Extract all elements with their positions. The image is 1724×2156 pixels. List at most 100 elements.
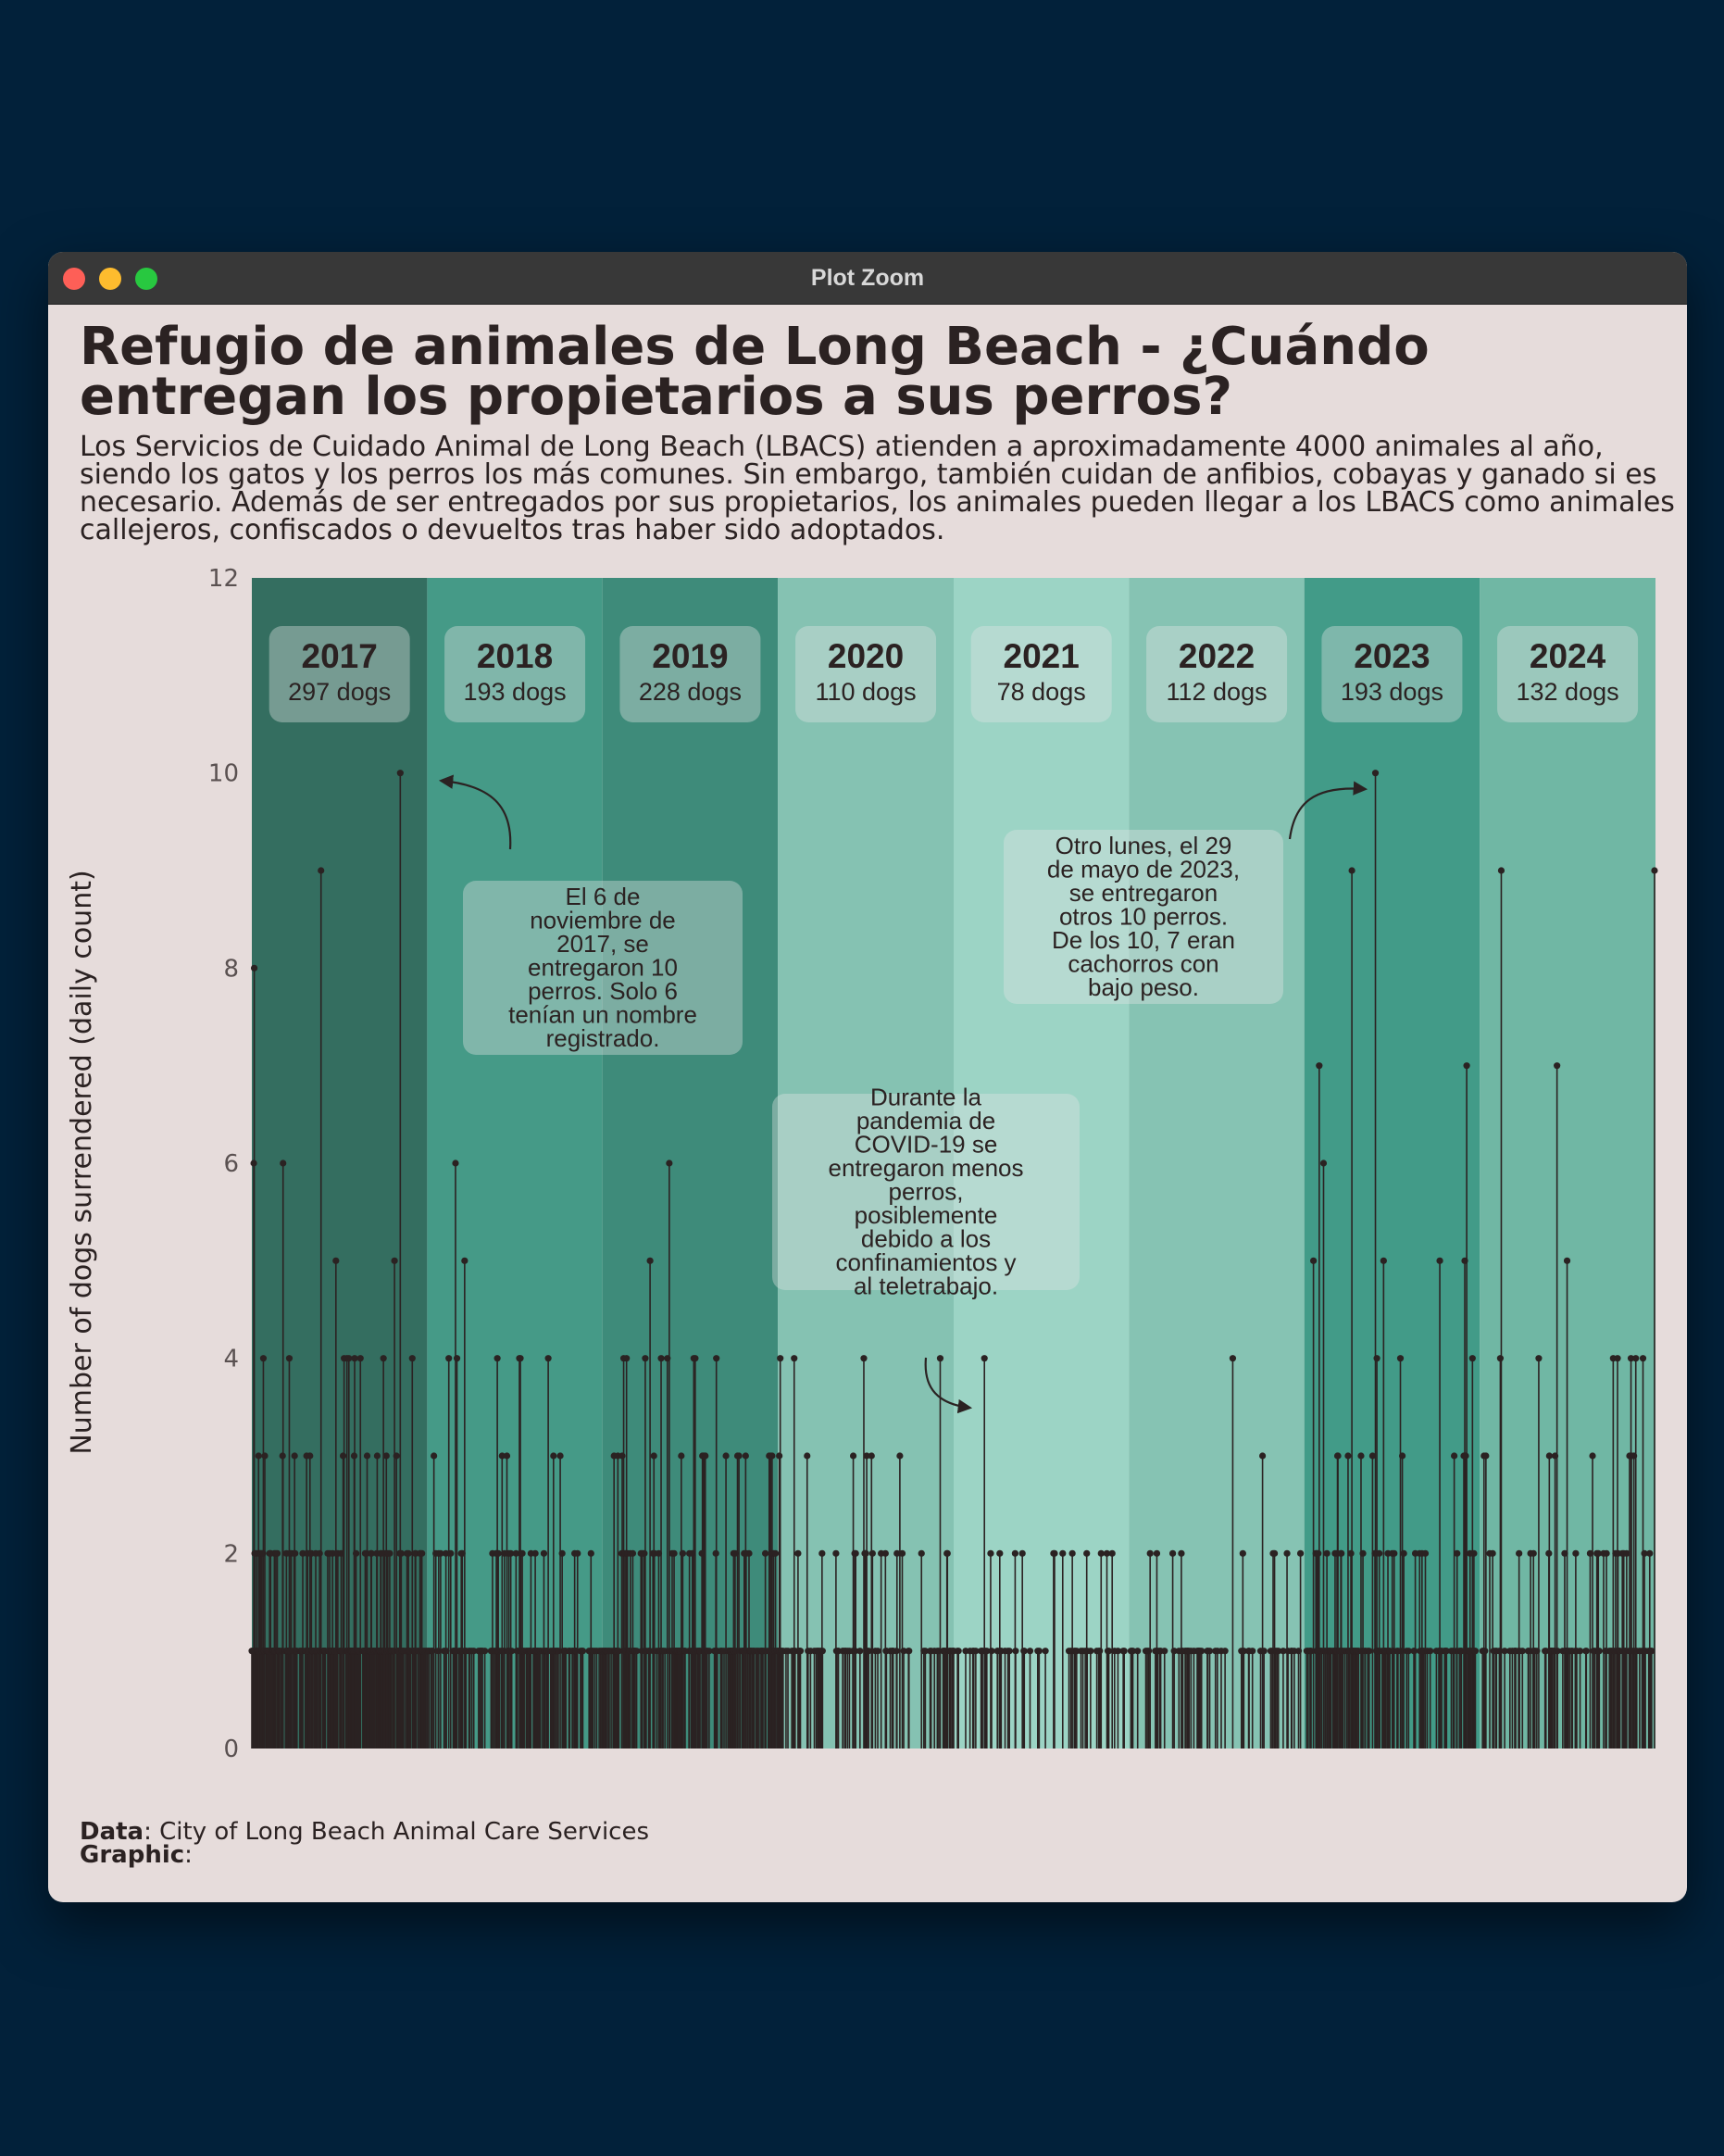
y-tick-label: 4 <box>223 1346 239 1373</box>
daily-point <box>1530 1549 1537 1557</box>
daily-point <box>1006 1648 1013 1655</box>
daily-point <box>306 1452 314 1460</box>
daily-point <box>1391 1549 1398 1557</box>
daily-point <box>1145 1648 1153 1655</box>
daily-point <box>1134 1648 1142 1655</box>
close-window-button[interactable] <box>63 268 85 290</box>
annotation-box <box>772 1094 1080 1290</box>
year-label-2019: 2019 <box>652 637 728 675</box>
daily-point <box>1338 1549 1345 1557</box>
daily-point <box>629 1549 637 1557</box>
daily-point <box>1153 1549 1161 1557</box>
daily-point <box>776 1452 783 1460</box>
annotation-text-line: tenían un nombre <box>508 1000 697 1028</box>
daily-point <box>1026 1648 1034 1655</box>
zoom-window-button[interactable] <box>135 268 157 290</box>
annotation-text-line: otros 10 perros. <box>1059 902 1228 930</box>
daily-point <box>544 1355 552 1362</box>
daily-point <box>1260 1648 1268 1655</box>
y-tick-label: 8 <box>223 955 239 983</box>
daily-point <box>1614 1355 1621 1362</box>
daily-point <box>996 1549 1004 1557</box>
daily-point <box>1545 1452 1553 1460</box>
daily-point <box>408 1355 416 1362</box>
annotation-text-line: COVID-19 se <box>855 1130 998 1158</box>
daily-point <box>351 1355 358 1362</box>
daily-point <box>397 1549 405 1557</box>
year-label-box-2020 <box>795 626 937 722</box>
annotation-arrow <box>924 1357 973 1414</box>
daily-point <box>498 1452 506 1460</box>
daily-point <box>1105 1648 1113 1655</box>
year-total-2020: 110 dogs <box>816 678 917 706</box>
daily-point <box>1396 1355 1405 1362</box>
daily-point <box>1603 1549 1610 1557</box>
window-titlebar[interactable]: Plot Zoom <box>48 252 1687 305</box>
daily-point <box>678 1452 685 1460</box>
daily-point <box>507 1549 515 1557</box>
daily-point <box>1481 1648 1489 1655</box>
daily-point <box>868 1549 876 1557</box>
daily-point <box>981 1355 988 1362</box>
annotation-text-line: de mayo de 2023, <box>1047 855 1240 883</box>
daily-point <box>1359 1549 1367 1557</box>
caption-graphic-label: Graphic <box>80 1841 185 1869</box>
daily-point <box>1206 1648 1214 1655</box>
year-label-2017: 2017 <box>302 637 378 675</box>
daily-point <box>918 1549 925 1557</box>
plot-zoom-window: Plot Zoom Refugio de animales de Long Be… <box>48 252 1687 1902</box>
daily-point <box>508 1648 516 1655</box>
daily-point <box>735 1452 743 1460</box>
minimize-window-button[interactable] <box>99 268 121 290</box>
year-label-box-2022 <box>1146 626 1288 722</box>
daily-point <box>1641 1549 1648 1557</box>
daily-point <box>261 1452 269 1460</box>
daily-point <box>512 1549 519 1557</box>
y-tick-label: 2 <box>223 1540 239 1568</box>
daily-point <box>1178 1549 1185 1557</box>
annotation-text-line: confinamientos y <box>835 1248 1016 1276</box>
annotation-box <box>1004 830 1283 1004</box>
daily-point <box>1108 1549 1116 1557</box>
daily-point <box>503 1452 511 1460</box>
daily-point <box>1443 1648 1450 1655</box>
year-band-2022 <box>1129 578 1305 1749</box>
annotation-text-line: entregaron 10 <box>528 953 678 981</box>
daily-point <box>1366 1648 1373 1655</box>
daily-point <box>706 1648 713 1655</box>
daily-point <box>1096 1648 1104 1655</box>
daily-point <box>893 1549 901 1557</box>
year-total-2018: 193 dogs <box>464 678 567 706</box>
daily-point <box>380 1355 387 1362</box>
daily-point <box>1018 1549 1026 1557</box>
year-total-2017: 297 dogs <box>288 678 391 706</box>
chart-title: Refugio de animales de Long Beach - ¿Cuá… <box>80 317 1430 427</box>
daily-point <box>1270 1549 1279 1557</box>
daily-point <box>1083 1549 1091 1557</box>
daily-point <box>429 1648 436 1655</box>
daily-point <box>762 1549 769 1557</box>
daily-point <box>874 1648 881 1655</box>
daily-point <box>906 1648 913 1655</box>
daily-point <box>1020 1648 1028 1655</box>
daily-point <box>1114 1648 1122 1655</box>
y-tick-label: 10 <box>208 760 239 788</box>
daily-point <box>881 1549 889 1557</box>
daily-point <box>391 1257 398 1264</box>
daily-point <box>1316 1062 1323 1070</box>
daily-point <box>818 1549 826 1557</box>
daily-point <box>1309 1257 1318 1264</box>
annotation-text-line: 2017, se <box>556 930 649 958</box>
daily-point <box>1398 1452 1406 1460</box>
daily-point <box>1405 1648 1412 1655</box>
daily-point <box>1594 1549 1602 1557</box>
daily-point <box>1239 1549 1246 1557</box>
daily-point <box>352 1549 360 1557</box>
daily-point <box>921 1648 929 1655</box>
daily-point <box>1451 1452 1458 1460</box>
daily-point <box>443 1549 450 1557</box>
daily-point <box>273 1549 281 1557</box>
daily-point <box>868 1452 875 1460</box>
annotation-text-line: bajo peso. <box>1088 973 1199 1001</box>
daily-point <box>1249 1648 1256 1655</box>
